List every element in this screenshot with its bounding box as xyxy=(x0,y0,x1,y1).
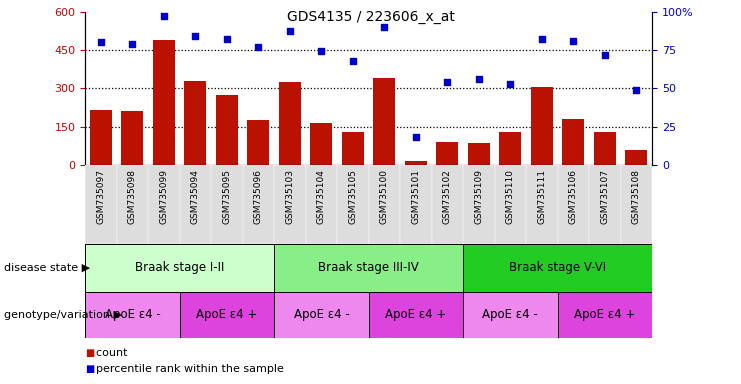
Point xyxy=(127,41,139,47)
Bar xyxy=(148,165,179,244)
Bar xyxy=(463,165,495,244)
Point xyxy=(221,36,233,42)
Bar xyxy=(306,165,337,244)
Point xyxy=(284,28,296,35)
Bar xyxy=(274,292,368,338)
Bar xyxy=(185,81,207,165)
Bar xyxy=(495,165,526,244)
Text: GSM735099: GSM735099 xyxy=(159,169,168,224)
Bar xyxy=(625,150,648,165)
Text: GSM735111: GSM735111 xyxy=(537,169,546,224)
Text: GSM735106: GSM735106 xyxy=(569,169,578,224)
Text: GSM735107: GSM735107 xyxy=(600,169,609,224)
Text: GSM735100: GSM735100 xyxy=(380,169,389,224)
Point xyxy=(473,76,485,82)
Text: GSM735095: GSM735095 xyxy=(222,169,231,224)
Text: GSM735108: GSM735108 xyxy=(632,169,641,224)
Bar xyxy=(117,165,148,244)
Bar xyxy=(431,165,463,244)
Bar xyxy=(247,120,270,165)
Point xyxy=(253,44,265,50)
Text: ApoE ε4 +: ApoE ε4 + xyxy=(385,308,447,321)
Point xyxy=(379,24,391,30)
Bar xyxy=(463,244,652,292)
Bar xyxy=(85,244,274,292)
Text: Braak stage III-IV: Braak stage III-IV xyxy=(319,262,419,274)
Text: GSM735109: GSM735109 xyxy=(474,169,483,224)
Text: count: count xyxy=(89,348,127,358)
Point xyxy=(190,33,202,39)
Bar xyxy=(274,165,306,244)
Bar xyxy=(436,142,459,165)
Bar xyxy=(274,244,463,292)
Text: GSM735105: GSM735105 xyxy=(348,169,357,224)
Bar xyxy=(337,165,368,244)
Bar xyxy=(211,165,243,244)
Bar xyxy=(279,82,301,165)
Point xyxy=(568,38,579,44)
Bar xyxy=(310,123,333,165)
Text: percentile rank within the sample: percentile rank within the sample xyxy=(89,364,284,374)
Bar xyxy=(85,292,179,338)
Bar xyxy=(463,292,557,338)
Text: GSM735101: GSM735101 xyxy=(411,169,420,224)
Bar xyxy=(499,132,522,165)
Bar xyxy=(153,40,175,165)
Bar xyxy=(621,165,652,244)
Bar xyxy=(562,119,585,165)
Text: ■: ■ xyxy=(85,364,94,374)
Text: GSM735096: GSM735096 xyxy=(254,169,263,224)
Point xyxy=(158,13,170,19)
Bar xyxy=(557,292,652,338)
Bar xyxy=(216,95,238,165)
Bar xyxy=(179,292,274,338)
Point xyxy=(95,39,107,45)
Text: GSM735103: GSM735103 xyxy=(285,169,294,224)
Text: ApoE ε4 -: ApoE ε4 - xyxy=(482,308,538,321)
Bar xyxy=(468,143,490,165)
Text: GSM735094: GSM735094 xyxy=(191,169,200,224)
Point xyxy=(347,58,359,64)
Text: GSM735097: GSM735097 xyxy=(96,169,105,224)
Bar xyxy=(400,165,431,244)
Point xyxy=(599,51,611,58)
Bar xyxy=(179,165,211,244)
Bar xyxy=(85,165,117,244)
Text: Braak stage I-II: Braak stage I-II xyxy=(135,262,225,274)
Bar xyxy=(526,165,557,244)
Point xyxy=(631,87,642,93)
Bar xyxy=(373,78,396,165)
Point xyxy=(505,81,516,87)
Point xyxy=(536,36,548,42)
Point xyxy=(316,48,328,55)
Text: GSM735098: GSM735098 xyxy=(128,169,137,224)
Bar xyxy=(243,165,274,244)
Text: ApoE ε4 -: ApoE ε4 - xyxy=(104,308,160,321)
Text: ApoE ε4 +: ApoE ε4 + xyxy=(574,308,636,321)
Bar xyxy=(368,165,400,244)
Text: ApoE ε4 +: ApoE ε4 + xyxy=(196,308,258,321)
Text: ApoE ε4 -: ApoE ε4 - xyxy=(293,308,349,321)
Bar xyxy=(594,132,616,165)
Text: GSM735104: GSM735104 xyxy=(317,169,326,224)
Bar xyxy=(90,110,112,165)
Text: genotype/variation ▶: genotype/variation ▶ xyxy=(4,310,122,320)
Text: GDS4135 / 223606_x_at: GDS4135 / 223606_x_at xyxy=(287,10,454,23)
Text: ■: ■ xyxy=(85,348,94,358)
Bar xyxy=(531,87,553,165)
Bar xyxy=(342,132,364,165)
Text: GSM735102: GSM735102 xyxy=(443,169,452,224)
Point xyxy=(442,79,453,85)
Text: disease state ▶: disease state ▶ xyxy=(4,263,90,273)
Bar xyxy=(589,165,620,244)
Bar xyxy=(405,161,427,165)
Bar xyxy=(557,165,589,244)
Bar xyxy=(369,292,463,338)
Text: Braak stage V-VI: Braak stage V-VI xyxy=(509,262,606,274)
Bar xyxy=(122,111,144,165)
Point xyxy=(410,134,422,141)
Text: GSM735110: GSM735110 xyxy=(506,169,515,224)
